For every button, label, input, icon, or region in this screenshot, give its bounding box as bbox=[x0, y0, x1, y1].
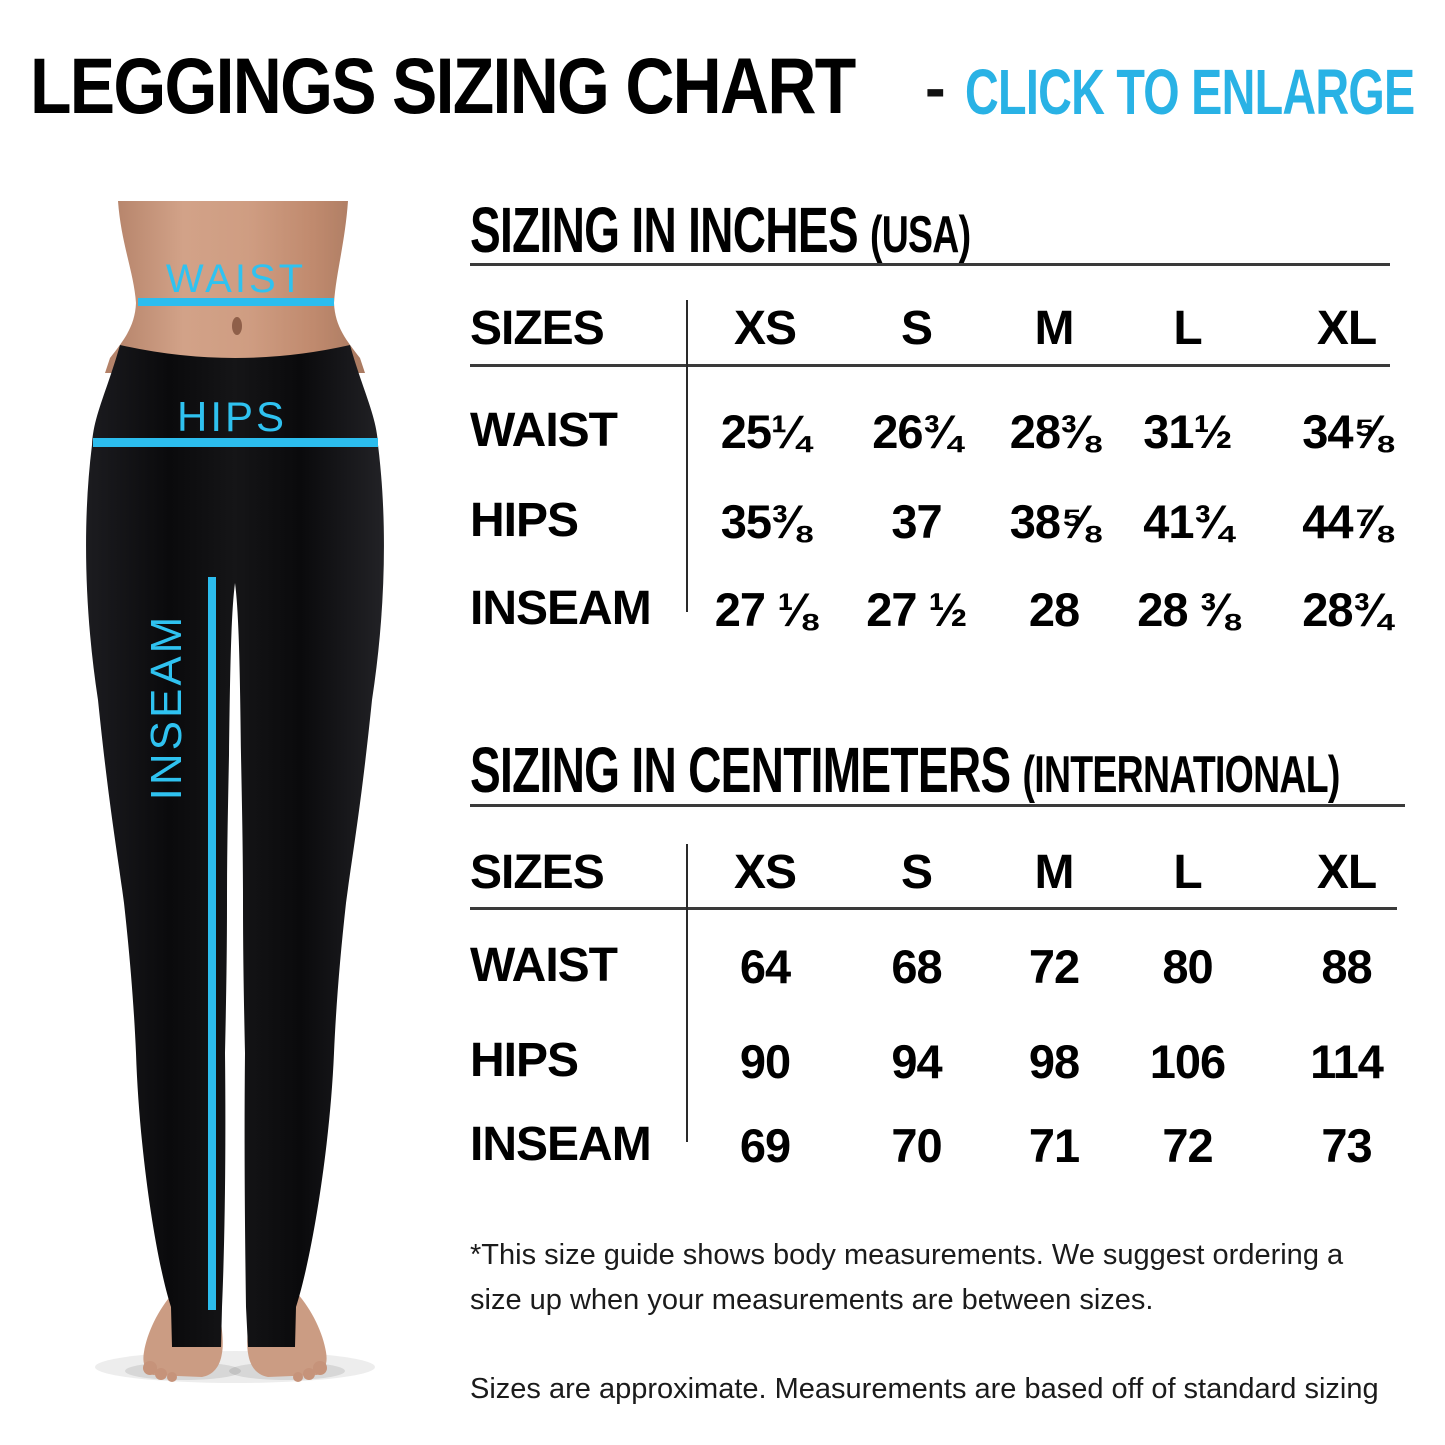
waist-cm-xs: 64 bbox=[739, 939, 791, 993]
inches-waist-row: WAIST 25¼ 26¾ 28⅜ 31½ 34⅝ bbox=[470, 400, 1438, 462]
row-label-waist: WAIST bbox=[470, 404, 618, 457]
hips-cm-xl: 114 bbox=[1310, 1034, 1384, 1088]
hips-line bbox=[93, 438, 378, 447]
hips-in-xl: 44⅞ bbox=[1302, 494, 1391, 548]
inches-sizes-label: SIZES bbox=[470, 302, 605, 355]
cm-size-m: M bbox=[1034, 846, 1075, 899]
figure-waist-label: WAIST bbox=[166, 257, 306, 301]
inches-size-m: M bbox=[1034, 302, 1075, 355]
inches-hips-row: HIPS 35⅜ 37 38⅝ 41¾ 44⅞ bbox=[470, 490, 1438, 552]
row-label-hips: HIPS bbox=[470, 1034, 579, 1087]
cm-size-xs: XS bbox=[733, 846, 797, 899]
cm-header-row: SIZES XS S M L XL bbox=[470, 842, 1438, 904]
row-label-hips: HIPS bbox=[470, 494, 579, 547]
cm-waist-row: WAIST 64 68 72 80 88 bbox=[470, 935, 1438, 997]
cm-title-text: SIZING IN CENTIMETERS bbox=[470, 734, 1023, 806]
waist-in-l: 31½ bbox=[1143, 404, 1232, 458]
waist-in-m: 28⅜ bbox=[1009, 404, 1099, 458]
figure-hips-label: HIPS bbox=[177, 393, 287, 440]
right-foot-toe bbox=[293, 1372, 303, 1382]
waist-cm-s: 68 bbox=[891, 939, 942, 993]
inseam-cm-s: 70 bbox=[891, 1118, 942, 1172]
waist-in-xs: 25¼ bbox=[720, 404, 810, 458]
inseam-in-s: 27 ½ bbox=[866, 582, 968, 636]
leggings-figure: WAIST HIPS INSEAM bbox=[55, 195, 415, 1385]
inches-size-s: S bbox=[900, 302, 933, 355]
left-foot-toe bbox=[167, 1372, 177, 1382]
inches-section-title: SIZING IN INCHES (USA) bbox=[470, 198, 971, 264]
inseam-cm-xs: 69 bbox=[739, 1118, 791, 1172]
hips-in-s: 37 bbox=[891, 494, 942, 548]
cm-inseam-row: INSEAM 69 70 71 72 73 bbox=[470, 1114, 1438, 1176]
cm-heading-rule bbox=[470, 804, 1405, 807]
left-foot-toe bbox=[155, 1368, 167, 1380]
footnote-size-guide: *This size guide shows body measurements… bbox=[470, 1239, 1344, 1316]
hips-cm-m: 98 bbox=[1028, 1034, 1080, 1088]
inseam-line bbox=[208, 577, 216, 1310]
inches-header-row: SIZES XS S M L XL bbox=[470, 298, 1438, 360]
row-label-inseam: INSEAM bbox=[470, 582, 652, 635]
inches-title-suffix: (USA) bbox=[869, 206, 971, 264]
title-separator: - bbox=[925, 54, 946, 123]
waist-in-s: 26¾ bbox=[872, 404, 961, 458]
click-to-enlarge-link[interactable]: CLICK TO ENLARGE bbox=[965, 56, 1415, 128]
leggings-figure-svg: WAIST HIPS INSEAM bbox=[86, 201, 384, 1383]
inseam-cm-m: 71 bbox=[1028, 1118, 1080, 1172]
inseam-in-xl: 28¾ bbox=[1302, 582, 1391, 636]
torso-skin bbox=[105, 201, 365, 373]
inches-size-xs: XS bbox=[733, 302, 797, 355]
leggings bbox=[86, 345, 384, 1347]
right-foot-toe bbox=[303, 1368, 315, 1380]
row-label-inseam: INSEAM bbox=[470, 1118, 652, 1171]
inseam-in-xs: 27 ⅛ bbox=[714, 582, 817, 636]
right-foot-toe bbox=[313, 1361, 327, 1375]
hips-cm-l: 106 bbox=[1149, 1034, 1226, 1088]
waist-cm-l: 80 bbox=[1162, 939, 1213, 993]
inseam-cm-l: 72 bbox=[1162, 1118, 1213, 1172]
row-label-waist: WAIST bbox=[470, 939, 618, 992]
inseam-in-m: 28 bbox=[1028, 582, 1080, 636]
waist-line bbox=[138, 298, 334, 306]
waist-in-xl: 34⅝ bbox=[1302, 404, 1391, 458]
left-foot-toe bbox=[143, 1361, 157, 1375]
hips-cm-xs: 90 bbox=[739, 1034, 791, 1088]
inches-title-text: SIZING IN INCHES bbox=[470, 194, 870, 266]
cm-column-divider bbox=[686, 844, 688, 1142]
footnote-approximate: Sizes are approximate. Measurements are … bbox=[470, 1373, 1379, 1405]
cm-title-suffix: (INTERNATIONAL) bbox=[1022, 746, 1341, 804]
cm-hips-row: HIPS 90 94 98 106 114 bbox=[470, 1030, 1438, 1092]
inches-size-xl: XL bbox=[1316, 302, 1377, 355]
page-title: LEGGINGS SIZING CHART bbox=[30, 41, 856, 130]
hips-cm-s: 94 bbox=[891, 1034, 942, 1088]
hips-in-xs: 35⅜ bbox=[720, 494, 810, 548]
navel bbox=[232, 317, 242, 335]
cm-size-s: S bbox=[900, 846, 933, 899]
hips-in-l: 41¾ bbox=[1143, 494, 1232, 548]
inseam-in-l: 28 ⅜ bbox=[1137, 582, 1239, 636]
cm-size-l: L bbox=[1173, 846, 1202, 899]
inseam-cm-xl: 73 bbox=[1321, 1118, 1372, 1172]
hips-in-m: 38⅝ bbox=[1009, 494, 1099, 548]
inches-header-underline bbox=[470, 364, 1390, 367]
figure-inseam-label: INSEAM bbox=[142, 614, 191, 801]
inches-column-divider bbox=[686, 300, 688, 612]
waist-cm-xl: 88 bbox=[1321, 939, 1372, 993]
inches-size-l: L bbox=[1173, 302, 1202, 355]
cm-header-underline bbox=[470, 907, 1397, 910]
inches-heading-rule bbox=[470, 263, 1390, 266]
cm-sizes-label: SIZES bbox=[470, 846, 605, 899]
waist-cm-m: 72 bbox=[1028, 939, 1080, 993]
cm-size-xl: XL bbox=[1316, 846, 1377, 899]
cm-section-title: SIZING IN CENTIMETERS (INTERNATIONAL) bbox=[470, 738, 1340, 802]
inches-inseam-row: INSEAM 27 ⅛ 27 ½ 28 28 ⅜ 28¾ bbox=[470, 578, 1438, 640]
